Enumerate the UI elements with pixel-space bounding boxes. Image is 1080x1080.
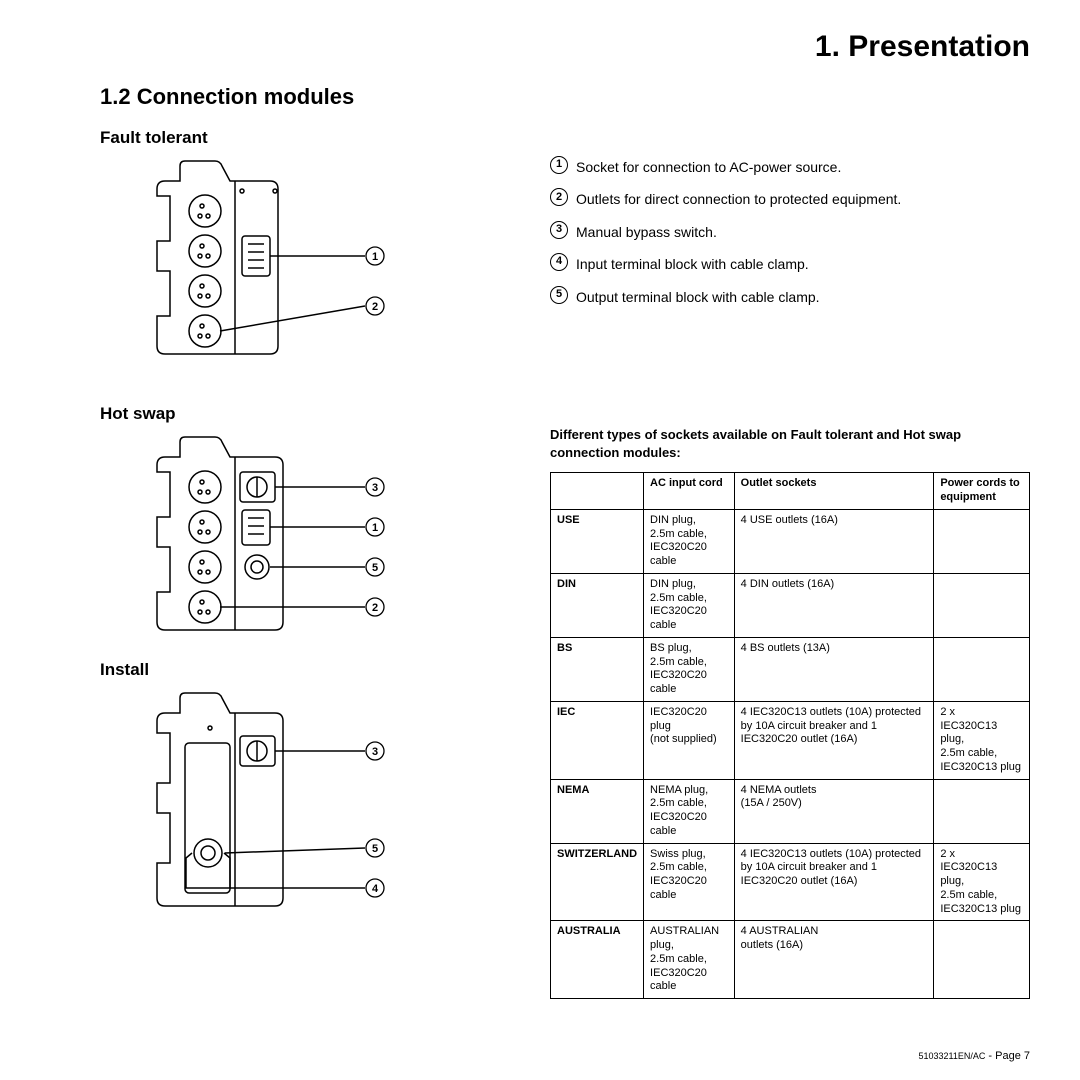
install-diagram: 3 5 4	[130, 688, 410, 918]
section-title: 1.2 Connection modules	[100, 84, 1030, 110]
footer-page: - Page 7	[985, 1050, 1030, 1062]
svg-text:5: 5	[372, 562, 378, 574]
table-cell: BS	[551, 637, 644, 701]
table-cell: 4 BS outlets (13A)	[734, 637, 934, 701]
sub-install: Install	[100, 660, 520, 680]
hot-swap-diagram: 3 1 5 2	[130, 432, 410, 642]
table-cell: IEC320C20 plug (not supplied)	[644, 701, 735, 779]
table-cell: 4 AUSTRALIAN outlets (16A)	[734, 921, 934, 999]
table-cell: AUSTRALIA	[551, 921, 644, 999]
table-cell: BS plug, 2.5m cable, IEC320C20 cable	[644, 637, 735, 701]
callout-text-2: Outlets for direct connection to protect…	[576, 188, 901, 210]
callout-text-4: Input terminal block with cable clamp.	[576, 253, 809, 275]
svg-text:2: 2	[372, 301, 378, 313]
callout-text-1: Socket for connection to AC-power source…	[576, 156, 841, 178]
chapter-title: 1. Presentation	[100, 30, 1030, 64]
table-cell: DIN	[551, 573, 644, 637]
callout-num-2: 2	[550, 188, 568, 206]
th-1: AC input cord	[644, 473, 735, 510]
th-3: Power cords to equipment	[934, 473, 1030, 510]
table-cell: SWITZERLAND	[551, 843, 644, 921]
table-cell: 4 USE outlets (16A)	[734, 509, 934, 573]
th-0	[551, 473, 644, 510]
table-cell	[934, 509, 1030, 573]
table-cell: 2 x IEC320C13 plug, 2.5m cable, IEC320C1…	[934, 701, 1030, 779]
callout-num-3: 3	[550, 221, 568, 239]
callout-num-5: 5	[550, 286, 568, 304]
table-cell: NEMA	[551, 779, 644, 843]
table-cell	[934, 573, 1030, 637]
table-cell: DIN plug, 2.5m cable, IEC320C20 cable	[644, 509, 735, 573]
callout-text-5: Output terminal block with cable clamp.	[576, 286, 820, 308]
page-footer: 51033211EN/AC - Page 7	[918, 1050, 1030, 1062]
table-cell: NEMA plug, 2.5m cable, IEC320C20 cable	[644, 779, 735, 843]
table-cell	[934, 921, 1030, 999]
svg-text:5: 5	[372, 843, 378, 855]
svg-text:2: 2	[372, 602, 378, 614]
svg-text:3: 3	[372, 482, 378, 494]
table-cell: USE	[551, 509, 644, 573]
svg-text:4: 4	[372, 883, 379, 895]
callout-text-3: Manual bypass switch.	[576, 221, 717, 243]
socket-table: AC input cord Outlet sockets Power cords…	[550, 472, 1030, 999]
table-cell	[934, 779, 1030, 843]
svg-text:3: 3	[372, 746, 378, 758]
table-cell: IEC	[551, 701, 644, 779]
callout-num-4: 4	[550, 253, 568, 271]
fault-tolerant-diagram: 1 2	[130, 156, 410, 366]
svg-text:1: 1	[372, 251, 378, 263]
table-caption: Different types of sockets available on …	[550, 426, 1030, 462]
table-cell	[934, 637, 1030, 701]
callout-list: 1 Socket for connection to AC-power sourc…	[550, 156, 1030, 308]
table-cell: 4 IEC320C13 outlets (10A) protected by 1…	[734, 843, 934, 921]
table-cell: DIN plug, 2.5m cable, IEC320C20 cable	[644, 573, 735, 637]
callout-num-1: 1	[550, 156, 568, 174]
footer-doc: 51033211EN/AC	[918, 1051, 985, 1061]
svg-text:1: 1	[372, 522, 378, 534]
table-cell: 2 x IEC320C13 plug, 2.5m cable, IEC320C1…	[934, 843, 1030, 921]
sub-hot-swap: Hot swap	[100, 404, 520, 424]
table-cell: Swiss plug, 2.5m cable, IEC320C20 cable	[644, 843, 735, 921]
table-cell: 4 DIN outlets (16A)	[734, 573, 934, 637]
table-cell: 4 NEMA outlets (15A / 250V)	[734, 779, 934, 843]
sub-fault-tolerant: Fault tolerant	[100, 128, 1030, 148]
table-cell: AUSTRALIAN plug, 2.5m cable, IEC320C20 c…	[644, 921, 735, 999]
table-cell: 4 IEC320C13 outlets (10A) protected by 1…	[734, 701, 934, 779]
th-2: Outlet sockets	[734, 473, 934, 510]
